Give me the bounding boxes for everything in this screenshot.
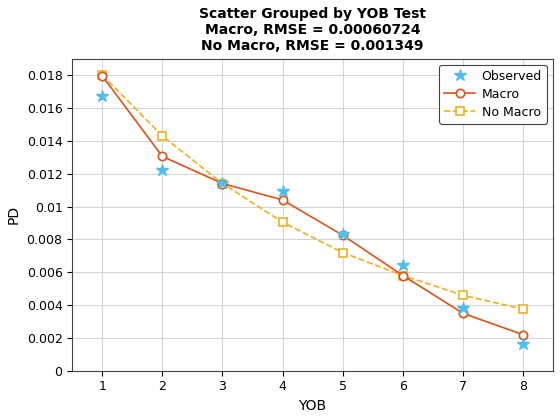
Macro bbox=[219, 181, 226, 186]
Macro bbox=[159, 154, 166, 159]
X-axis label: YOB: YOB bbox=[298, 399, 326, 413]
No Macro bbox=[520, 307, 526, 312]
Observed bbox=[399, 262, 406, 268]
Macro bbox=[399, 273, 406, 278]
Observed bbox=[219, 180, 226, 185]
Observed bbox=[460, 305, 466, 310]
Macro bbox=[339, 233, 346, 238]
Macro bbox=[99, 74, 106, 79]
Observed bbox=[339, 231, 346, 236]
No Macro bbox=[159, 134, 166, 139]
Y-axis label: PD: PD bbox=[7, 205, 21, 224]
Legend: Observed, Macro, No Macro: Observed, Macro, No Macro bbox=[439, 65, 547, 124]
Observed bbox=[99, 93, 106, 98]
Line: Macro: Macro bbox=[98, 72, 527, 339]
Macro bbox=[460, 311, 466, 316]
No Macro bbox=[99, 73, 106, 78]
No Macro bbox=[339, 250, 346, 255]
Macro bbox=[520, 332, 526, 337]
Line: Observed: Observed bbox=[96, 89, 529, 351]
No Macro bbox=[399, 273, 406, 278]
Observed bbox=[279, 189, 286, 194]
Line: No Macro: No Macro bbox=[98, 71, 527, 313]
Observed bbox=[520, 342, 526, 347]
Macro bbox=[279, 197, 286, 202]
No Macro bbox=[279, 220, 286, 225]
Observed bbox=[159, 167, 166, 172]
Title: Scatter Grouped by YOB Test
Macro, RMSE = 0.00060724
No Macro, RMSE = 0.001349: Scatter Grouped by YOB Test Macro, RMSE … bbox=[199, 7, 426, 53]
No Macro bbox=[219, 181, 226, 186]
No Macro bbox=[460, 293, 466, 298]
